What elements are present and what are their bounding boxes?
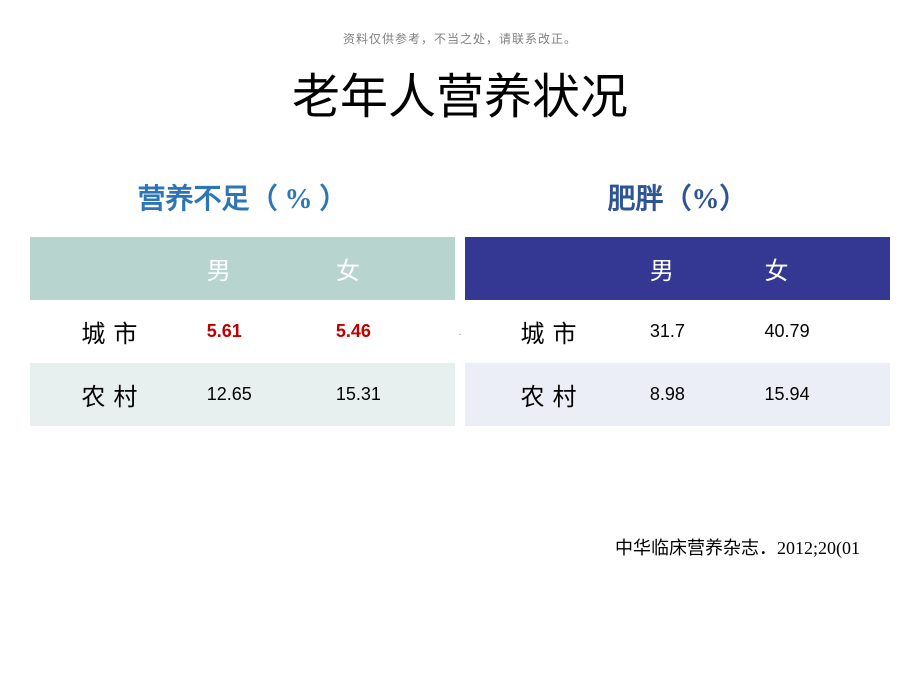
header-male: 男 [197, 237, 326, 300]
header-note: 资料仅供参考，不当之处，请联系改正。 [0, 0, 920, 47]
row-label-urban: 城市 [465, 300, 640, 363]
obesity-table: 男 女 城市 31.7 40.79 农村 8.98 15.94 [465, 237, 890, 426]
page-title: 老年人营养状况 [0, 57, 920, 127]
row-label-urban: 城市 [30, 300, 197, 363]
cell-urban-male: 31.7 [640, 300, 755, 363]
right-table-block: 肥胖（%） 男 女 城市 31.7 40.79 农村 8.98 15.94 [465, 177, 890, 426]
table-row: 城市 31.7 40.79 [465, 300, 890, 363]
cell-urban-female: 40.79 [755, 300, 890, 363]
row-label-rural: 农村 [30, 363, 197, 426]
cell-urban-female: 5.46 [326, 300, 455, 363]
table-row: 农村 12.65 15.31 [30, 363, 455, 426]
table-header-row: 男 女 [465, 237, 890, 300]
cell-rural-male: 8.98 [640, 363, 755, 426]
table-header-row: 男 女 [30, 237, 455, 300]
left-table-block: 营养不足（ % ） 男 女 城市 5.61 5.46 农村 12.65 15 [30, 177, 455, 426]
left-table-title: 营养不足（ % ） [30, 177, 455, 217]
header-empty [30, 237, 197, 300]
footer-marker: · [458, 329, 461, 340]
row-label-rural: 农村 [465, 363, 640, 426]
malnutrition-table: 男 女 城市 5.61 5.46 农村 12.65 15.31 [30, 237, 455, 426]
cell-rural-female: 15.31 [326, 363, 455, 426]
cell-urban-male: 5.61 [197, 300, 326, 363]
table-row: 城市 5.61 5.46 [30, 300, 455, 363]
header-male: 男 [640, 237, 755, 300]
cell-rural-female: 15.94 [755, 363, 890, 426]
right-table-title: 肥胖（%） [465, 177, 890, 217]
header-female: 女 [326, 237, 455, 300]
table-row: 农村 8.98 15.94 [465, 363, 890, 426]
tables-container: 营养不足（ % ） 男 女 城市 5.61 5.46 农村 12.65 15 [0, 177, 920, 426]
header-empty [465, 237, 640, 300]
cell-rural-male: 12.65 [197, 363, 326, 426]
header-female: 女 [755, 237, 890, 300]
citation: 中华临床营养杂志．2012;20(01 [615, 534, 860, 560]
